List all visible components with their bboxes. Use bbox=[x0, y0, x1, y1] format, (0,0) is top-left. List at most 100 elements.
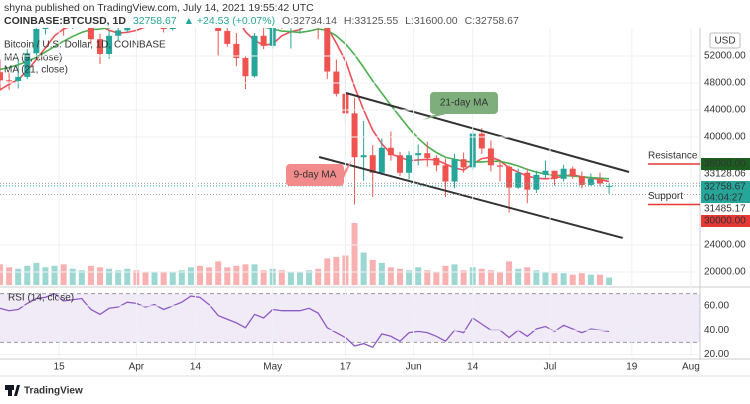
volume-bar bbox=[197, 265, 203, 285]
candle-body bbox=[242, 58, 249, 77]
x-tick-label: Jun bbox=[406, 362, 422, 373]
level-label: 30000.00 bbox=[704, 216, 746, 227]
rsi-legend: RSI (14, close) bbox=[8, 293, 74, 304]
volume-bar bbox=[424, 270, 431, 285]
volume-bar bbox=[606, 277, 613, 285]
level-label: 36000.00 bbox=[704, 159, 746, 170]
x-tick-label: May bbox=[263, 362, 282, 373]
volume-bar bbox=[60, 264, 67, 285]
level-name: Resistance bbox=[648, 151, 698, 162]
rsi-tick-label: 60.00 bbox=[704, 300, 729, 311]
annotation-pointer bbox=[344, 160, 352, 178]
volume-bar bbox=[569, 274, 576, 285]
candle-body bbox=[124, 28, 131, 31]
candle-body bbox=[33, 29, 40, 54]
candle-body bbox=[515, 172, 522, 188]
volume-bar bbox=[151, 271, 158, 285]
volume-bar bbox=[415, 267, 422, 285]
candle-body bbox=[560, 168, 567, 179]
volume-bar bbox=[578, 273, 585, 285]
volume-bar bbox=[33, 262, 40, 285]
symbol-line: COINBASE:BTCUSD, 1D 32758.67 ▲ +24.53 (+… bbox=[4, 15, 519, 27]
volume-bar bbox=[206, 267, 213, 285]
price-label: 31485.17 bbox=[704, 204, 746, 215]
volume-bar bbox=[124, 268, 131, 285]
candle-body bbox=[597, 178, 603, 184]
volume-bar bbox=[142, 271, 149, 285]
volume-bar bbox=[278, 270, 285, 285]
annotation-box bbox=[430, 92, 498, 114]
candle-body bbox=[524, 172, 531, 190]
level-box bbox=[701, 157, 750, 170]
candle-body bbox=[578, 176, 585, 185]
rsi-tick-label: 40.00 bbox=[704, 325, 729, 336]
annotation-text: 9-day MA bbox=[294, 170, 337, 181]
volume-bar bbox=[24, 265, 31, 285]
volume-bar bbox=[442, 265, 449, 285]
x-tick-label: 14 bbox=[467, 362, 479, 373]
candle-body bbox=[24, 53, 31, 77]
volume-bar bbox=[524, 267, 531, 285]
candle-body bbox=[433, 157, 440, 166]
candle-body bbox=[587, 178, 594, 185]
candle-body bbox=[569, 168, 576, 177]
candle-body bbox=[551, 170, 558, 179]
candle-body bbox=[160, 28, 167, 30]
candle-body bbox=[451, 159, 458, 182]
ohlc-open: O:32734.14 bbox=[282, 15, 337, 27]
volume-bar bbox=[451, 264, 458, 285]
candle-body bbox=[506, 166, 513, 188]
candle-body bbox=[542, 170, 549, 175]
volume-bar bbox=[297, 271, 303, 285]
countdown: 04:04:27 bbox=[704, 193, 743, 204]
volume-bar bbox=[115, 270, 122, 285]
candle-body bbox=[233, 43, 240, 59]
candle-body bbox=[497, 165, 503, 167]
y-tick-label: 44000.00 bbox=[704, 105, 746, 116]
candle-body bbox=[215, 28, 222, 32]
ma-line bbox=[0, 28, 610, 180]
y-tick-label: 20000.00 bbox=[704, 267, 746, 278]
volume-bar bbox=[478, 268, 485, 285]
rsi-band bbox=[0, 293, 700, 343]
volume-bar bbox=[406, 270, 413, 285]
volume-bar bbox=[551, 273, 558, 285]
volume-bar bbox=[42, 267, 49, 285]
volume-bar bbox=[497, 271, 503, 285]
x-tick-label: 17 bbox=[340, 362, 352, 373]
candle-body bbox=[369, 155, 376, 173]
candle-body bbox=[406, 155, 413, 173]
candle-body bbox=[97, 39, 103, 54]
candle-body bbox=[487, 148, 494, 166]
volume-bar bbox=[351, 223, 358, 285]
candle-body bbox=[115, 30, 122, 36]
x-tick-label: Apr bbox=[129, 362, 145, 373]
candle-body bbox=[87, 28, 94, 40]
volume-bar bbox=[6, 267, 13, 285]
x-tick-label: 19 bbox=[626, 362, 638, 373]
price-box bbox=[701, 181, 750, 203]
y-tick-label: 24000.00 bbox=[704, 240, 746, 251]
volume-bar bbox=[224, 267, 231, 285]
volume-bar bbox=[315, 268, 322, 285]
volume-bar bbox=[460, 270, 467, 285]
candle-body bbox=[260, 35, 267, 46]
candle-body bbox=[106, 35, 113, 54]
currency: USD bbox=[714, 36, 735, 47]
volume-bar bbox=[360, 252, 367, 285]
candle-body bbox=[387, 147, 394, 156]
candle-body bbox=[42, 28, 49, 30]
volume-bar bbox=[69, 268, 76, 285]
level-name: Support bbox=[648, 191, 683, 202]
volume-bar bbox=[51, 265, 58, 285]
legend-title: Bitcoin / U.S. Dollar, 1D, COINBASE bbox=[4, 40, 166, 51]
volume-bar bbox=[597, 274, 603, 285]
brand: TradingView bbox=[24, 386, 83, 397]
legend-ma9: MA (9, close) bbox=[4, 53, 62, 64]
candle-body bbox=[351, 113, 358, 158]
candle-body bbox=[478, 133, 485, 149]
volume-bar bbox=[287, 271, 294, 285]
annotation-pointer bbox=[422, 114, 446, 120]
